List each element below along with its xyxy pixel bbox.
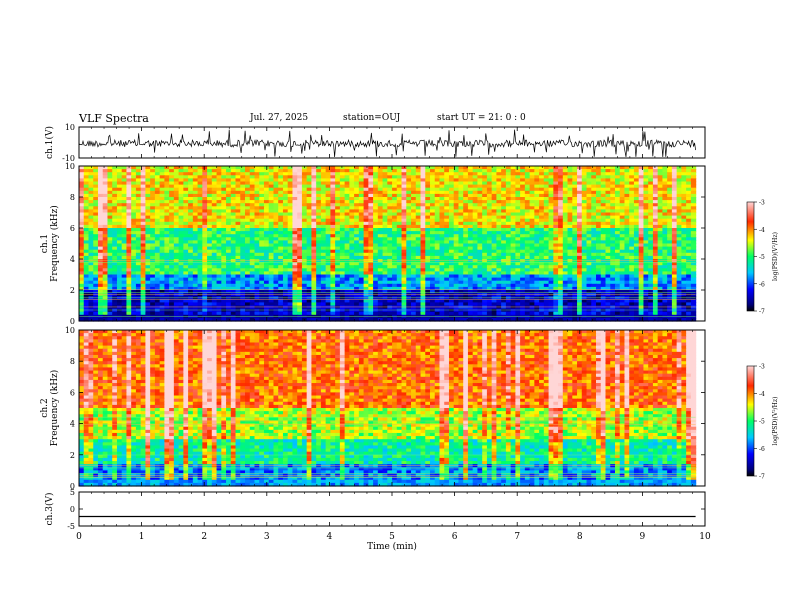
ch2-spectrogram-ytick-label: 4 bbox=[70, 420, 75, 429]
ch2-spectrogram-ytick-label: 10 bbox=[65, 326, 75, 335]
start-time-label: start UT = 21: 0 : 0 bbox=[437, 113, 526, 123]
ch1-waveform-ytick-label: 10 bbox=[65, 123, 75, 132]
ch1-spectrogram-image bbox=[79, 166, 697, 322]
ch1-spectrogram-ytick-label: 2 bbox=[70, 286, 75, 295]
x-axis-label: Time (min) bbox=[367, 541, 417, 552]
ch3-waveform-ytick-label: 5 bbox=[70, 488, 75, 497]
ch3-waveform-ytick-label: 0 bbox=[70, 505, 75, 514]
ch2-spectrogram-ylabel: Frequency (kHz) bbox=[49, 370, 60, 447]
ch1-spectrogram-colorbar bbox=[746, 201, 755, 312]
ch2-spectrogram-colorbar-label: log(PSD)(V²/Hz) bbox=[772, 397, 779, 446]
date-label: Jul. 27, 2025 bbox=[250, 113, 309, 123]
ch1-waveform-ytick-label: -10 bbox=[62, 154, 75, 163]
ch1-spectrogram-ylabel: ch.1 bbox=[40, 234, 50, 253]
ch2-spectrogram-ytick-label: 8 bbox=[70, 357, 75, 366]
ch1-spectrogram-colorbar-label: log(PSD)(V²/Hz) bbox=[772, 232, 779, 281]
x-tick-label: 4 bbox=[327, 532, 333, 542]
ch2-spectrogram-colorbar-tick-label: -6 bbox=[759, 446, 765, 453]
ch2-spectrogram-ytick-label: 2 bbox=[70, 451, 75, 460]
x-tick-label: 5 bbox=[389, 532, 395, 542]
x-tick-label: 10 bbox=[699, 532, 711, 542]
x-tick-label: 0 bbox=[76, 532, 82, 542]
ch1-waveform-trace bbox=[78, 129, 696, 158]
ch2-spectrogram-ytick-label: 6 bbox=[70, 388, 75, 397]
x-tick-label: 1 bbox=[139, 532, 145, 542]
x-tick-label: 2 bbox=[201, 532, 207, 542]
ch3-waveform-frame bbox=[78, 491, 706, 527]
ch1-spectrogram-ytick-label: 4 bbox=[70, 255, 75, 264]
ch1-waveform-ylabel: ch.1(V) bbox=[44, 126, 55, 159]
ch2-spectrogram-colorbar-tick-label: -7 bbox=[759, 474, 765, 481]
ch2-spectrogram-colorbar-tick-label: -5 bbox=[759, 419, 765, 426]
ch1-spectrogram-ytick-label: 0 bbox=[70, 317, 75, 326]
ch1-spectrogram-colorbar-tick-label: -5 bbox=[759, 254, 765, 261]
ch3-waveform-ylabel: ch.3(V) bbox=[44, 493, 55, 526]
ch1-spectrogram-ytick-label: 8 bbox=[70, 193, 75, 202]
x-tick-label: 7 bbox=[514, 532, 520, 542]
ch2-spectrogram-colorbar-tick-label: -4 bbox=[759, 391, 765, 398]
ch2-spectrogram-image bbox=[79, 330, 697, 487]
ch1-spectrogram-colorbar-tick-label: -4 bbox=[759, 227, 765, 234]
ch1-spectrogram-colorbar-tick-label: -6 bbox=[759, 281, 765, 288]
x-tick-label: 6 bbox=[452, 532, 458, 542]
ch1-spectrogram-colorbar-tick-label: -3 bbox=[759, 200, 765, 207]
station-label: station=OUJ bbox=[343, 113, 401, 123]
ch2-spectrogram-colorbar-tick-label: -3 bbox=[759, 364, 765, 371]
ch2-spectrogram-ylabel: ch.2 bbox=[40, 398, 50, 417]
ch1-spectrogram-ytick-label: 6 bbox=[70, 224, 75, 233]
ch2-spectrogram-ytick-label: 0 bbox=[70, 482, 75, 491]
chart-title: VLF Spectra bbox=[79, 112, 149, 125]
ch1-spectrogram-ylabel: Frequency (kHz) bbox=[49, 205, 60, 282]
ch3-waveform-ytick-label: -5 bbox=[67, 522, 75, 531]
x-tick-label: 3 bbox=[264, 532, 270, 542]
ch1-spectrogram-ytick-label: 10 bbox=[65, 162, 75, 171]
ch1-spectrogram-colorbar-tick-label: -7 bbox=[759, 309, 765, 316]
x-tick-label: 8 bbox=[577, 532, 583, 542]
ch1-waveform-frame bbox=[78, 126, 706, 159]
x-tick-label: 9 bbox=[640, 532, 646, 542]
ch2-spectrogram-colorbar bbox=[746, 365, 755, 477]
